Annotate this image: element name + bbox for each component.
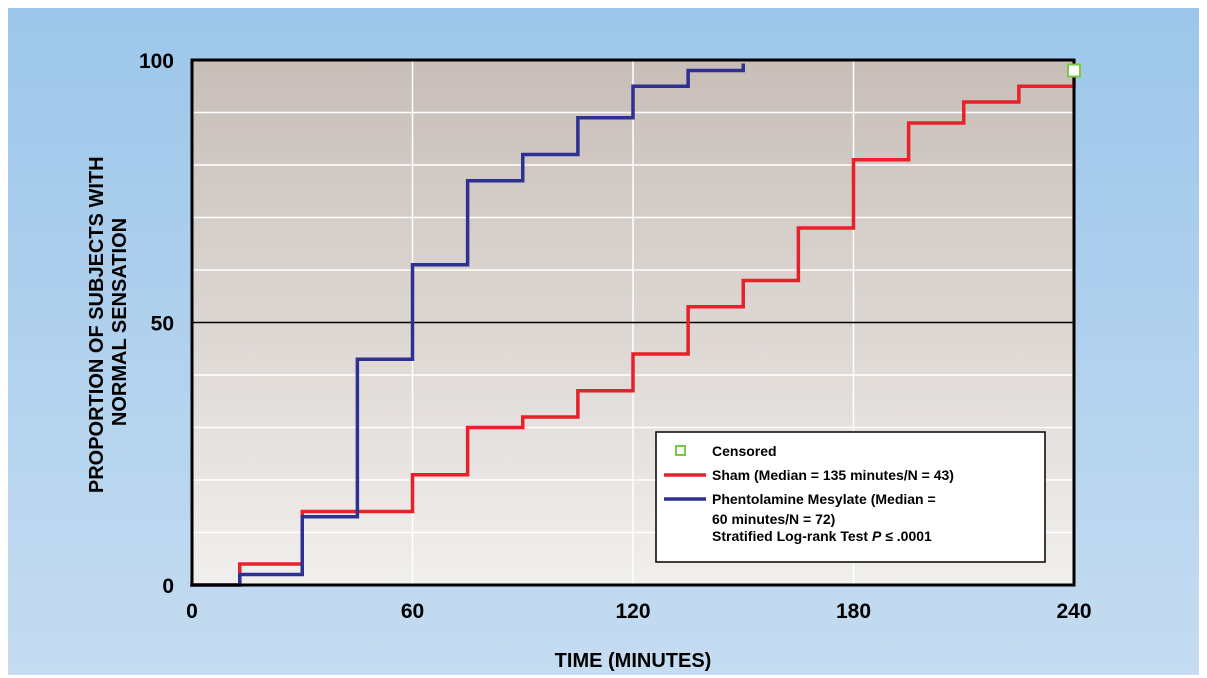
y-tick-label: 100 — [139, 50, 174, 73]
series-line-2 — [190, 63, 745, 587]
x-tick-label: 240 — [1056, 600, 1091, 623]
legend-entry-label: 60 minutes/N = 72) — [712, 511, 835, 527]
series-line-1 — [190, 74, 1076, 587]
y-tick-label: 0 — [162, 575, 174, 598]
legend-entry-label: Censored — [712, 443, 777, 459]
legend-footnote: Stratified Log-rank Test P ≤ .0001 — [712, 528, 932, 544]
legend-footnote-text: Stratified Log-rank Test — [712, 528, 872, 544]
legend-box — [655, 431, 1046, 563]
x-axis-title: TIME (MINUTES) — [555, 650, 712, 672]
y-axis-title-line-2: NORMAL SENSATION — [109, 218, 131, 426]
censor-layer — [1067, 63, 1081, 78]
x-tick-label: 180 — [836, 600, 871, 623]
legend-entries: Censored Sham (Median = 135 minutes/N = 4… — [664, 443, 954, 527]
legend-censored-marker — [675, 445, 686, 456]
legend-footnote-value: ≤ .0001 — [881, 528, 932, 544]
y-axis-title-line-1: PROPORTION OF SUBJECTS WITH — [86, 156, 108, 493]
legend-entry-label: Phentolamine Mesylate (Median = — [712, 491, 936, 507]
plot-frame — [190, 58, 1076, 587]
x-tick-label: 120 — [615, 600, 650, 623]
series-layer — [190, 63, 1076, 587]
legend-entry-label: Sham (Median = 135 minutes/N = 43) — [712, 467, 954, 483]
y-tick-label: 50 — [151, 313, 174, 336]
x-tick-label: 60 — [401, 600, 424, 623]
censored-marker — [1067, 63, 1081, 78]
legend: Censored Sham (Median = 135 minutes/N = 4… — [655, 431, 1046, 563]
legend-footnote-p: P — [872, 528, 882, 544]
x-tick-label: 0 — [186, 600, 198, 623]
y-axis-title: PROPORTION OF SUBJECTS WITH NORMAL SENSA… — [86, 151, 131, 493]
tick-labels: 0 60 120 180 240 0 50 100 — [139, 50, 1092, 623]
